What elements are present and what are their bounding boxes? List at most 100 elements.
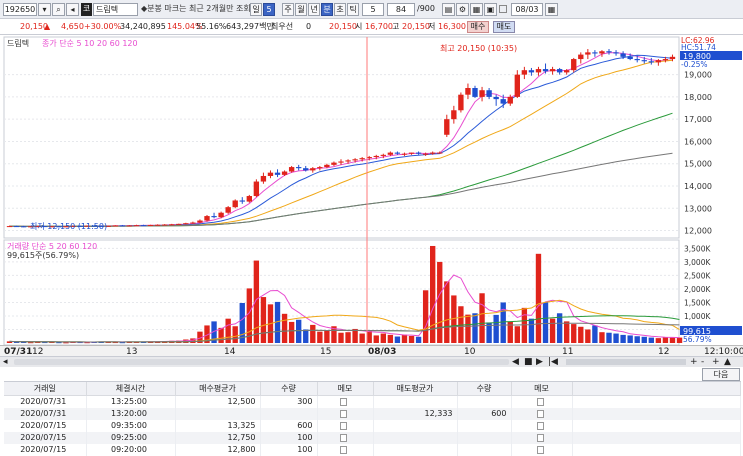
col-time[interactable]: 체결시간 [86,382,176,396]
candle-body [352,159,358,161]
period-tick-button[interactable]: 틱 [347,3,359,16]
volume-tick-label: 2,500K [684,271,711,280]
settings-icon[interactable]: ⚙ [456,3,469,16]
up-icon[interactable]: ▲ [724,357,731,367]
row-sell-avg [373,419,458,432]
row-sell-memo [511,419,573,432]
memo-icon[interactable] [340,397,347,406]
candle-body [274,172,281,175]
candle-body [204,216,210,221]
table-row[interactable]: 2020/07/15 09:20:00 12,800 100 [4,443,741,456]
col-sell-avg[interactable]: 매도평균가 [373,382,458,396]
row-sell-avg: 12,333 [373,407,458,420]
memo-icon[interactable] [340,409,347,418]
volume-bar [564,321,570,343]
buy-button[interactable]: 매수 [467,21,489,33]
period-min2-button[interactable]: 분 [321,3,333,16]
count-input[interactable]: 84 [387,3,415,16]
memo-icon[interactable] [536,397,544,406]
table-row[interactable]: 2020/07/15 09:25:00 12,750 100 [4,431,741,444]
date-input[interactable]: 08/03 [511,3,543,16]
next-button[interactable]: 다음 [702,368,740,381]
period-sec-button[interactable]: 초 [334,3,346,16]
scroll-track[interactable] [14,359,509,365]
date-checkbox[interactable] [499,5,507,13]
table-row[interactable]: 2020/07/31 13:25:00 12,500 300 [4,395,741,408]
volume-bar [437,261,443,343]
save-icon[interactable]: ▣ [484,3,497,16]
volume-ma-120-line [9,322,680,343]
table-row[interactable]: 2020/07/31 13:20:00 12,333 600 [4,407,741,420]
candle-body [422,153,429,155]
volume-bar [408,335,415,343]
candle-body [458,94,464,111]
memo-icon[interactable] [536,409,544,418]
col-sell-qty[interactable]: 수량 [457,382,512,396]
volume-bar [613,333,619,343]
candle-body [613,52,619,54]
price-volume-chart[interactable]: 19,000 18,000 17,000 16,000 15,000 14,000 13,0… [0,35,743,345]
period-week-button[interactable]: 주 [282,3,294,16]
memo-icon[interactable] [340,433,347,442]
candle-body [571,59,577,71]
row-buy-qty: 300 [260,395,318,408]
zoom-in-icon[interactable]: + [690,357,698,367]
memo-icon[interactable] [536,433,544,442]
zoom-slider[interactable] [566,359,686,365]
candle-body [70,225,76,227]
memo-icon[interactable] [340,445,347,454]
candle-body [408,152,415,154]
table-row[interactable]: 2020/07/15 09:35:00 13,325 600 [4,419,741,432]
col-date[interactable]: 거래일 [4,382,87,396]
row-date: 2020/07/15 [4,443,87,456]
volume-bar [190,338,196,343]
candle-body [126,225,133,227]
prev-arrow-icon[interactable]: ◂ [66,3,79,16]
memo-icon[interactable] [340,421,347,430]
scroll-left-icon[interactable]: ◂ [3,357,8,367]
interval-select[interactable]: 5 [362,3,384,16]
col-sell-memo[interactable]: 메모 [511,382,573,396]
volume-tick-label: 1,500K [684,298,711,307]
candle-body [42,226,48,228]
col-buy-memo[interactable]: 메모 [317,382,374,396]
period-minute-button[interactable]: 5 [263,3,275,16]
add-icon[interactable]: + [712,357,720,367]
search-icon[interactable]: ⌕ [52,3,65,16]
stock-code-input[interactable]: 192650 [3,3,37,16]
scroll-first-icon[interactable]: |◀ [548,357,558,367]
x-label-6: 10 [464,347,476,357]
scroll-next-icon[interactable]: ▶ [536,357,543,367]
row-buy-memo [317,395,374,408]
candle-body [662,59,669,61]
volume-bar [204,325,210,343]
scroll-prev-icon[interactable]: ◀ [512,357,519,367]
volume-bar [366,330,372,343]
price-tick-label: 18,000 [684,93,712,102]
lc-label: LC:62.96 [681,36,715,45]
dropdown-icon[interactable]: ▾ [38,3,51,16]
grid-icon[interactable]: ▦ [470,3,483,16]
x-label-8: 12 [658,347,670,357]
col-buy-qty[interactable]: 수량 [260,382,318,396]
period-day-button[interactable]: 일 [250,3,262,16]
row-sell-memo [511,395,573,408]
volume-bar [35,341,41,343]
row-buy-memo [317,419,374,432]
chart-icon[interactable]: ▤ [442,3,455,16]
memo-icon[interactable] [536,445,544,454]
candle-body [267,172,274,176]
stock-name-field[interactable]: 드림텍 [93,3,138,16]
scroll-stop-icon[interactable]: ■ [524,357,533,367]
candle-body [253,181,260,197]
sell-button[interactable]: 매도 [493,21,515,33]
period-year-button[interactable]: 년 [308,3,320,16]
volume-bar [514,326,520,343]
volume-bar [373,335,379,343]
memo-icon[interactable] [536,421,544,430]
period-month-button[interactable]: 월 [295,3,307,16]
calendar-icon[interactable]: ▦ [545,3,558,16]
chart-scrollbar[interactable]: ◂ ◀ ■ ▶ |◀ + - + ▲ [0,356,743,367]
zoom-out-icon[interactable]: - [701,357,705,367]
col-buy-avg[interactable]: 매수평균가 [175,382,261,396]
